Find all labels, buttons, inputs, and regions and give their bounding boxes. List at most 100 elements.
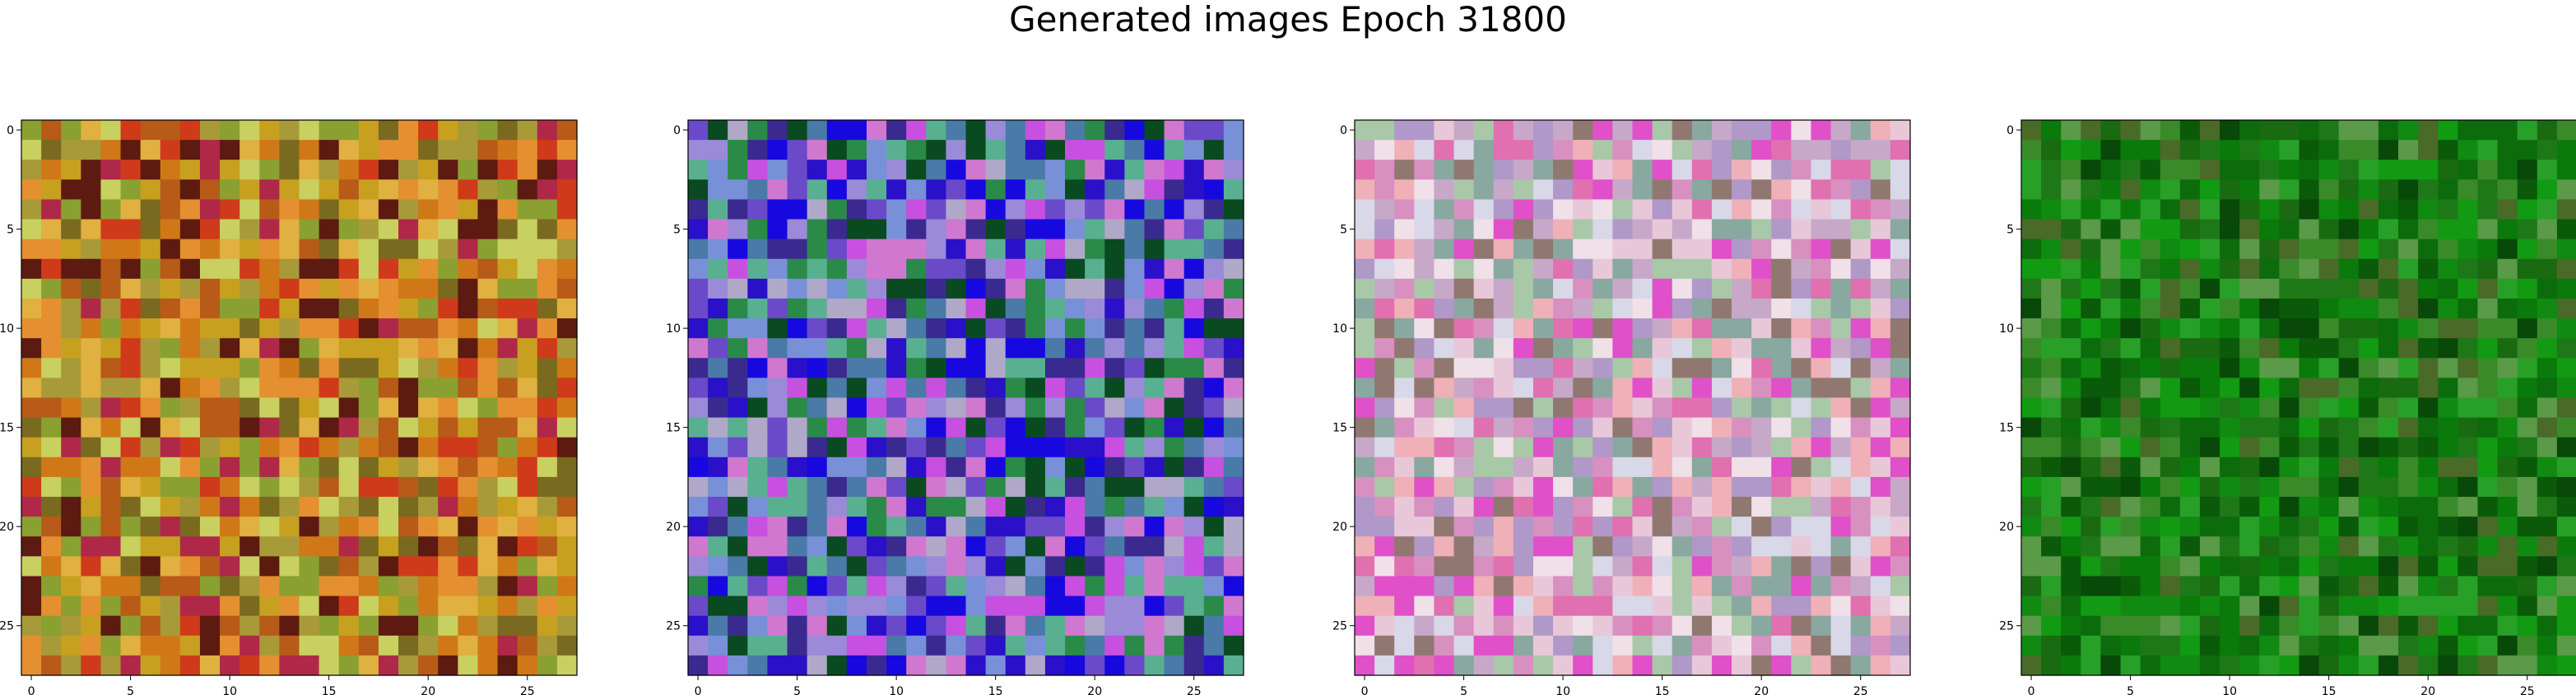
pixel-cell: [61, 437, 81, 458]
pixel-cell: [2318, 635, 2340, 656]
pixel-cell: [1025, 239, 1046, 260]
pixel-cell: [1164, 417, 1185, 438]
pixel-cell: [2318, 497, 2340, 517]
pixel-cell: [299, 517, 320, 537]
pixel-cell: [2220, 378, 2240, 399]
pixel-cell: [1085, 456, 1105, 478]
pixel-cell: [1394, 576, 1415, 597]
pixel-cell: [965, 199, 987, 220]
pixel-cell: [1085, 120, 1105, 141]
pixel-cell: [2279, 497, 2300, 517]
pixel-cell: [1553, 536, 1574, 557]
pixel-cell: [1890, 556, 1911, 577]
pixel-cell: [1355, 338, 1375, 359]
pixel-cell: [1771, 397, 1792, 419]
pixel-cell: [279, 476, 300, 498]
pixel-cell: [1732, 536, 1752, 557]
pixel-cell: [2239, 358, 2260, 378]
pixel-cell: [418, 417, 439, 438]
pixel-cell: [1144, 417, 1165, 438]
pixel-cell: [1513, 378, 1534, 399]
pixel-cell: [965, 456, 987, 478]
pixel-cell: [1870, 536, 1891, 557]
pixel-cell: [1374, 417, 1395, 438]
pixel-cell: [2100, 199, 2122, 220]
pixel-cell: [2338, 536, 2360, 557]
pixel-cell: [2239, 456, 2260, 478]
pixel-cell: [1104, 378, 1125, 399]
pixel-cell: [1890, 318, 1911, 339]
pixel-cell: [946, 199, 967, 220]
pixel-cell: [517, 517, 538, 537]
pixel-cell: [41, 615, 62, 637]
pixel-cell: [378, 556, 399, 577]
pixel-cell: [319, 179, 340, 201]
pixel-cell: [866, 476, 887, 498]
pixel-cell: [2477, 298, 2499, 319]
pixel-cell: [259, 278, 280, 299]
pixel-cell: [1532, 437, 1554, 458]
pixel-cell: [120, 437, 142, 458]
pixel-cell: [866, 655, 887, 676]
pixel-cell: [140, 338, 161, 359]
pixel-cell: [2517, 437, 2538, 458]
pixel-cell: [458, 358, 479, 378]
pixel-cell: [906, 298, 927, 319]
pixel-cell: [398, 278, 419, 299]
pixel-cell: [2220, 318, 2240, 339]
pixel-cell: [807, 397, 828, 419]
pixel-cell: [2041, 635, 2062, 656]
pixel-cell: [418, 199, 439, 220]
pixel-cell: [1453, 556, 1475, 577]
pixel-cell: [21, 595, 42, 617]
pixel-cell: [2358, 456, 2379, 478]
pixel-cell: [2299, 120, 2320, 141]
pixel-cell: [279, 258, 300, 280]
pixel-cell: [1830, 456, 1852, 478]
pixel-cell: [1434, 239, 1455, 260]
pixel-cell: [1394, 358, 1415, 378]
pixel-cell: [100, 378, 122, 399]
pixel-cell: [1553, 258, 1574, 280]
pixel-cell: [458, 179, 479, 201]
pixel-cell: [1164, 576, 1185, 597]
pixel-cell: [2199, 517, 2220, 537]
pixel-cell: [1593, 298, 1613, 319]
pixel-cell: [1005, 497, 1026, 517]
pixel-cell: [398, 576, 419, 597]
pixel-cell: [2279, 517, 2300, 537]
pixel-cell: [2199, 239, 2220, 260]
x-tick-label: 10: [2222, 685, 2237, 695]
pixel-cell: [2061, 476, 2081, 498]
pixel-cell: [199, 258, 221, 280]
pixel-cell: [2100, 497, 2122, 517]
pixel-cell: [1811, 417, 1832, 438]
pixel-cell: [2021, 179, 2042, 201]
pixel-cell: [2021, 576, 2042, 597]
pixel-cell: [2081, 437, 2102, 458]
pixel-cell: [458, 219, 479, 240]
pixel-cell: [2438, 318, 2458, 339]
pixel-cell: [1164, 318, 1185, 339]
pixel-cell: [1672, 476, 1693, 498]
pixel-cell: [2497, 576, 2518, 597]
pixel-cell: [2497, 278, 2518, 299]
pixel-cell: [1811, 476, 1832, 498]
pixel-cell: [41, 517, 62, 537]
pixel-cell: [2160, 576, 2181, 597]
pixel-cell: [2100, 298, 2122, 319]
pixel-cell: [787, 437, 808, 458]
pixel-cell: [2259, 655, 2280, 676]
pixel-cell: [497, 258, 518, 280]
pixel-cell: [846, 536, 867, 557]
pixel-cell: [338, 358, 360, 378]
pixel-cell: [1612, 517, 1634, 537]
pixel-cell: [826, 120, 848, 141]
pixel-cell: [985, 199, 1007, 220]
pixel-cell: [2041, 318, 2062, 339]
pixel-cell: [826, 179, 848, 201]
pixel-cell: [517, 615, 538, 637]
pixel-cell: [2517, 378, 2538, 399]
pixel-cell: [1771, 476, 1792, 498]
pixel-cell: [2398, 219, 2419, 240]
